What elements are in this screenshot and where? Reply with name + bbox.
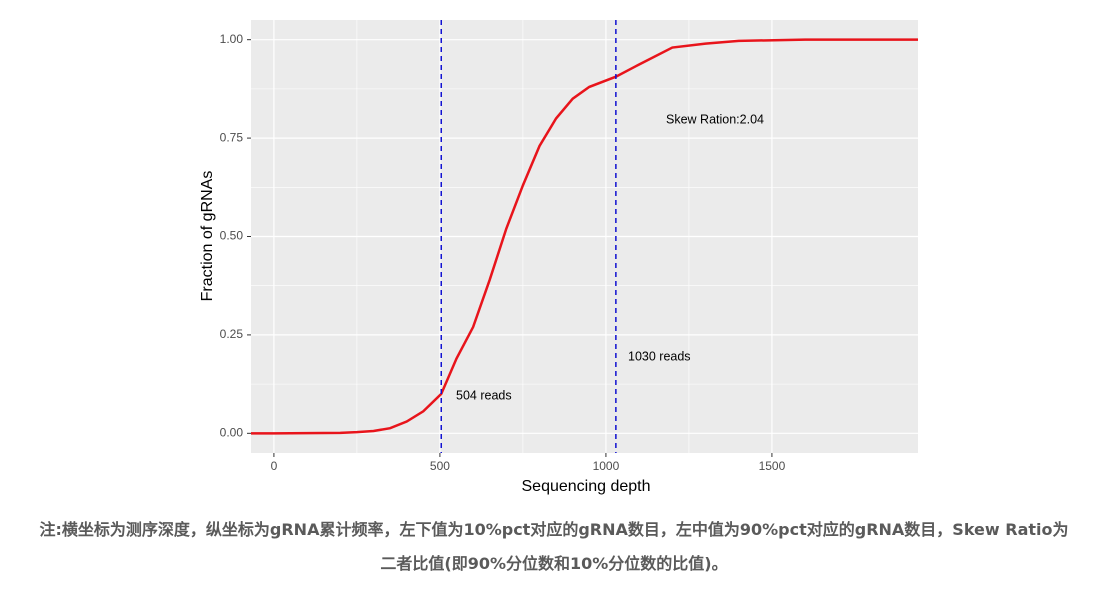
- y-axis-title: Fraction of gRNAs: [199, 171, 216, 302]
- caption-line: 二者比值(即90%分位数和10%分位数的比值)。: [380, 554, 728, 573]
- chart: Sequencing depth Fraction of gRNAs 0.00 0…: [199, 20, 918, 495]
- x-axis-title: Sequencing depth: [522, 478, 651, 495]
- x-tick-label: 1500: [759, 459, 786, 473]
- y-tick-label: 0.00: [220, 425, 244, 439]
- y-tick-label: 0.25: [220, 327, 244, 341]
- annotation: Skew Ration:2.04: [666, 112, 764, 126]
- x-tick-label: 1000: [593, 459, 620, 473]
- x-tick-label: 500: [430, 459, 450, 473]
- annotation: 1030 reads: [628, 349, 691, 363]
- y-tick-label: 0.75: [220, 130, 244, 144]
- caption-line: 注:横坐标为测序深度，纵坐标为gRNA累计频率，左下值为10%pct对应的gRN…: [39, 520, 1069, 539]
- annotation: 504 reads: [456, 388, 512, 402]
- x-tick-label: 0: [271, 459, 278, 473]
- y-tick-label: 1.00: [220, 32, 244, 46]
- line: [251, 38, 918, 435]
- y-tick-label: 0.50: [220, 229, 244, 243]
